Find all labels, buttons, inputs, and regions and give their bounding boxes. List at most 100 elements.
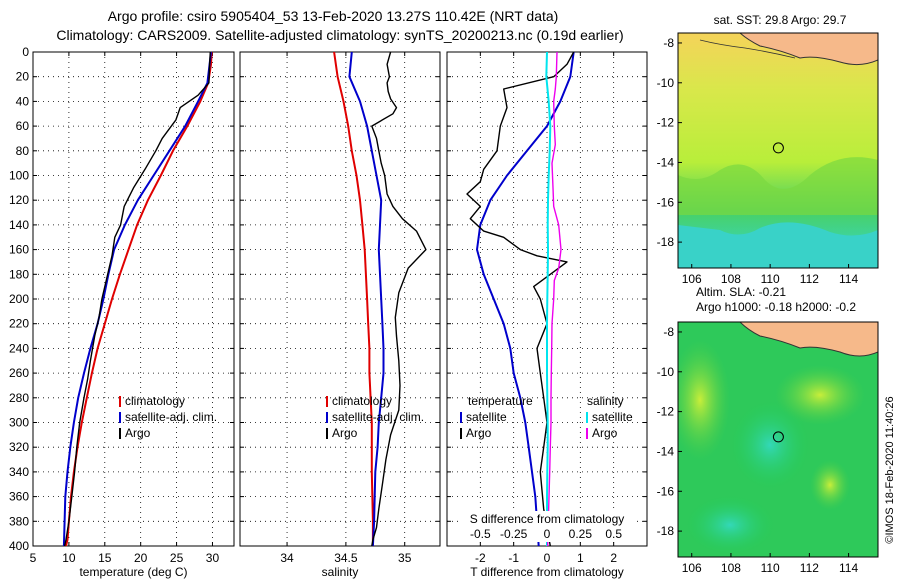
lat-tick-label: -18 xyxy=(657,235,675,249)
y-tick-label: 280 xyxy=(9,391,29,405)
temperature-panel: 5 10 15 20 25 3002040608010012014016018020022… xyxy=(9,45,235,579)
lat-tick-label: -16 xyxy=(657,484,675,498)
x-axis-label: salinity xyxy=(322,565,359,579)
x-tick-label: 15 xyxy=(98,551,112,565)
series-line-t-satellite xyxy=(476,51,575,547)
difference-panel: -2 -1 0 1 2T difference from climatology temp… xyxy=(446,51,648,579)
legend-label: Argo xyxy=(332,426,358,440)
secondary-x-tick-label: 0 xyxy=(544,527,551,541)
sla-map-axes: 106 108 110 112 114 -8 -10 -12 -14 -16 -18 xyxy=(657,325,859,575)
x-tick-label: 25 xyxy=(170,551,184,565)
x-tick-label: 2 xyxy=(610,551,617,565)
argo-position-marker xyxy=(772,142,784,154)
sla-high-south xyxy=(810,460,850,510)
secondary-x-axis-label: S difference from climatology xyxy=(470,512,625,526)
x-tick-label: -2 xyxy=(475,551,486,565)
x-tick-label: 30 xyxy=(206,551,220,565)
x-tick-label: 5 xyxy=(30,551,37,565)
figure-title-line1: Argo profile: csiro 5905404_53 13-Feb-20… xyxy=(108,8,559,24)
lon-tick-label: 110 xyxy=(761,561,780,575)
lat-tick-label: -18 xyxy=(657,524,675,538)
legend-label: climatology xyxy=(332,394,392,408)
series-line-climatology xyxy=(65,51,213,547)
y-tick-label: 100 xyxy=(9,169,29,183)
x-tick-label: 0 xyxy=(544,551,551,565)
series-line-satellite-adj-clim- xyxy=(348,51,385,547)
x-tick-label: 34 xyxy=(280,551,294,565)
legend-label: satellite-adj. clim. xyxy=(332,410,424,424)
lon-tick-label: 114 xyxy=(839,561,858,575)
sla-high-west xyxy=(678,340,730,460)
y-tick-label: 60 xyxy=(16,119,30,133)
lat-tick-label: -12 xyxy=(657,116,675,130)
y-tick-label: 120 xyxy=(9,193,29,207)
x-tick-label: 20 xyxy=(134,551,148,565)
sst-map-title: sat. SST: 29.8 Argo: 29.7 xyxy=(714,13,847,27)
x-axis-label: T difference from climatology xyxy=(470,565,624,579)
lat-tick-label: -14 xyxy=(657,155,675,169)
legend-label: satellite-adj. clim. xyxy=(125,410,217,424)
series-line-argo xyxy=(63,51,211,547)
y-tick-label: 320 xyxy=(9,440,29,454)
lon-tick-label: 106 xyxy=(682,561,702,575)
legend-label: Argo xyxy=(592,426,618,440)
x-tick-label: 34.5 xyxy=(334,551,358,565)
lon-tick-label: 108 xyxy=(721,561,741,575)
legend-title-salinity: salinity xyxy=(587,394,624,408)
legend-label: Argo xyxy=(466,426,492,440)
secondary-axis-backdrop xyxy=(458,511,636,542)
x-tick-label: 10 xyxy=(62,551,76,565)
legend-title-temperature: temperature xyxy=(468,394,533,408)
legend-label: Argo xyxy=(125,426,151,440)
x-tick-label: 35 xyxy=(398,551,412,565)
y-tick-label: 360 xyxy=(9,490,29,504)
x-axis-label: temperature (deg C) xyxy=(79,565,187,579)
y-tick-label: 240 xyxy=(9,341,29,355)
y-tick-label: 140 xyxy=(9,218,29,232)
y-tick-label: 160 xyxy=(9,243,29,257)
y-tick-label: 300 xyxy=(9,416,29,430)
sla-map-title-line2: Argo h1000: -0.18 h2000: -0.2 xyxy=(696,300,856,314)
argo-position-marker xyxy=(772,431,784,443)
sla-low-south xyxy=(685,495,775,555)
sst-map-axes: 106 108 110 112 114 -8 -10 -12 -14 -16 -18 xyxy=(657,36,859,286)
series-line-argo xyxy=(371,51,427,547)
secondary-x-tick-label: -0.25 xyxy=(500,527,528,541)
lat-tick-label: -8 xyxy=(663,36,674,50)
java-coast-land xyxy=(739,33,878,66)
secondary-x-tick-label: 0.25 xyxy=(569,527,593,541)
figure-title-line2: Climatology: CARS2009. Satellite-adjuste… xyxy=(56,27,623,43)
series-line-satellite-adj-clim- xyxy=(62,51,212,547)
legend-label: climatology xyxy=(125,394,185,408)
sst-map: sat. SST: 29.8 Argo: 29.7 106 108 110 112 11… xyxy=(657,13,879,286)
sla-low-center xyxy=(730,400,810,490)
secondary-x-tick-label: -0.5 xyxy=(470,527,491,541)
lon-tick-label: 112 xyxy=(800,561,819,575)
series-line-s-satellite xyxy=(545,51,552,546)
y-tick-label: 0 xyxy=(22,45,29,59)
sst-warm-front xyxy=(678,157,878,215)
y-tick-label: 180 xyxy=(9,267,29,281)
y-tick-label: 340 xyxy=(9,465,29,479)
series-line-climatology xyxy=(333,51,374,546)
legend-label: satellite xyxy=(466,410,507,424)
y-tick-label: 220 xyxy=(9,317,29,331)
lat-tick-label: -10 xyxy=(657,76,675,90)
y-tick-label: 20 xyxy=(16,70,30,84)
imos-credit: ©IMOS 18-Feb-2020 11:40:26 xyxy=(884,396,896,543)
lon-tick-label: 114 xyxy=(839,272,858,286)
x-tick-label: -1 xyxy=(508,551,519,565)
lat-tick-label: -8 xyxy=(663,325,674,339)
sla-high-north xyxy=(775,365,865,425)
java-coast-land xyxy=(739,322,878,357)
y-tick-label: 40 xyxy=(16,94,30,108)
lat-tick-label: -10 xyxy=(657,365,675,379)
lon-tick-label: 112 xyxy=(800,272,819,286)
x-tick-label: 1 xyxy=(577,551,584,565)
salinity-panel: 34 34.5 35 salinity climatology satellite-adj… xyxy=(239,51,441,579)
lon-tick-label: 106 xyxy=(682,272,702,286)
y-tick-label: 200 xyxy=(9,292,29,306)
lat-tick-label: -16 xyxy=(657,195,675,209)
coastline xyxy=(699,39,796,59)
